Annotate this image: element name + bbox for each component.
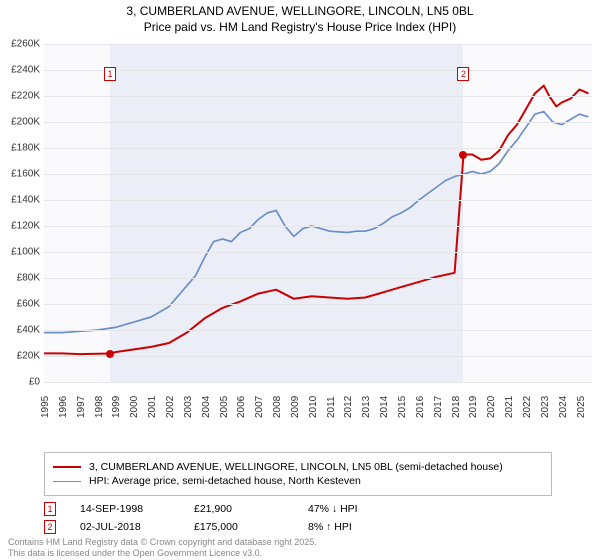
annotation-marker-box: 2 [44, 520, 56, 534]
y-tick-label: £260K [11, 39, 40, 50]
x-tick-label: 1996 [58, 396, 69, 418]
legend-item-hpi: HPI: Average price, semi-detached house,… [53, 475, 543, 487]
marker-dot [106, 350, 114, 358]
footer-line1: Contains HM Land Registry data © Crown c… [8, 537, 317, 547]
y-tick-label: £120K [11, 221, 40, 232]
legend-swatch [53, 481, 81, 482]
x-tick-label: 2009 [290, 396, 301, 418]
legend-swatch [53, 466, 81, 468]
x-tick-label: 2013 [361, 396, 372, 418]
annotation-table: 1 14-SEP-1998 £21,900 47% ↓ HPI 2 02-JUL… [44, 498, 398, 538]
x-tick-label: 2015 [397, 396, 408, 418]
x-tick-label: 2012 [343, 396, 354, 418]
line-layer [44, 44, 592, 382]
footer-line2: This data is licensed under the Open Gov… [8, 548, 317, 558]
y-tick-label: £100K [11, 247, 40, 258]
annotation-price: £175,000 [194, 521, 284, 533]
x-tick-label: 2020 [486, 396, 497, 418]
x-tick-label: 2010 [308, 396, 319, 418]
annotation-date: 14-SEP-1998 [80, 503, 170, 515]
x-tick-label: 1998 [94, 396, 105, 418]
chart-title: 3, CUMBERLAND AVENUE, WELLINGORE, LINCOL… [0, 0, 600, 35]
y-tick-label: £160K [11, 169, 40, 180]
x-tick-label: 2019 [468, 396, 479, 418]
gridline [44, 200, 592, 201]
x-tick-label: 2016 [415, 396, 426, 418]
gridline [44, 304, 592, 305]
x-tick-label: 1999 [111, 396, 122, 418]
x-tick-label: 2025 [576, 396, 587, 418]
footer-attribution: Contains HM Land Registry data © Crown c… [8, 537, 317, 558]
x-tick-label: 2021 [504, 396, 515, 418]
marker-box: 2 [457, 67, 469, 81]
gridline [44, 252, 592, 253]
legend-item-price-paid: 3, CUMBERLAND AVENUE, WELLINGORE, LINCOL… [53, 461, 543, 473]
x-tick-label: 2007 [254, 396, 265, 418]
y-tick-label: £200K [11, 117, 40, 128]
x-tick-label: 2000 [129, 396, 140, 418]
chart-area: 12 £0£20K£40K£60K£80K£100K£120K£140K£160… [44, 44, 592, 412]
y-tick-label: £80K [17, 273, 40, 284]
gridline [44, 122, 592, 123]
x-tick-label: 2023 [540, 396, 551, 418]
y-tick-label: £140K [11, 195, 40, 206]
chart-container: 3, CUMBERLAND AVENUE, WELLINGORE, LINCOL… [0, 0, 600, 560]
gridline [44, 96, 592, 97]
gridline [44, 330, 592, 331]
x-tick-label: 2024 [558, 396, 569, 418]
annotation-date: 02-JUL-2018 [80, 521, 170, 533]
gridline [44, 356, 592, 357]
gridline [44, 382, 592, 383]
x-tick-label: 2005 [219, 396, 230, 418]
gridline [44, 70, 592, 71]
y-tick-label: £20K [17, 351, 40, 362]
annotation-delta: 47% ↓ HPI [308, 503, 398, 515]
marker-box: 1 [104, 67, 116, 81]
x-tick-label: 1997 [76, 396, 87, 418]
x-tick-label: 2006 [236, 396, 247, 418]
annotation-row: 1 14-SEP-1998 £21,900 47% ↓ HPI [44, 502, 398, 516]
x-tick-label: 2022 [522, 396, 533, 418]
legend: 3, CUMBERLAND AVENUE, WELLINGORE, LINCOL… [44, 452, 552, 496]
annotation-marker-box: 1 [44, 502, 56, 516]
x-tick-label: 2002 [165, 396, 176, 418]
annotation-delta: 8% ↑ HPI [308, 521, 398, 533]
y-tick-label: £220K [11, 91, 40, 102]
gridline [44, 148, 592, 149]
y-tick-label: £0 [29, 377, 40, 388]
marker-dot [459, 151, 467, 159]
annotation-row: 2 02-JUL-2018 £175,000 8% ↑ HPI [44, 520, 398, 534]
annotation-price: £21,900 [194, 503, 284, 515]
series-line-hpi [44, 112, 588, 333]
x-tick-label: 2004 [201, 396, 212, 418]
x-tick-label: 2001 [147, 396, 158, 418]
gridline [44, 278, 592, 279]
gridline [44, 174, 592, 175]
title-line1: 3, CUMBERLAND AVENUE, WELLINGORE, LINCOL… [0, 4, 600, 20]
x-tick-label: 2008 [272, 396, 283, 418]
plot-region: 12 [44, 44, 592, 382]
legend-label: 3, CUMBERLAND AVENUE, WELLINGORE, LINCOL… [89, 461, 503, 473]
x-tick-label: 2017 [433, 396, 444, 418]
series-line-price_paid [44, 86, 588, 355]
y-tick-label: £60K [17, 299, 40, 310]
gridline [44, 226, 592, 227]
y-tick-label: £240K [11, 65, 40, 76]
y-tick-label: £180K [11, 143, 40, 154]
x-tick-label: 2018 [451, 396, 462, 418]
gridline [44, 44, 592, 45]
x-tick-label: 1995 [40, 396, 51, 418]
x-tick-label: 2014 [379, 396, 390, 418]
x-tick-label: 2011 [326, 396, 337, 418]
y-tick-label: £40K [17, 325, 40, 336]
legend-label: HPI: Average price, semi-detached house,… [89, 475, 361, 487]
title-line2: Price paid vs. HM Land Registry's House … [0, 20, 600, 36]
x-tick-label: 2003 [183, 396, 194, 418]
